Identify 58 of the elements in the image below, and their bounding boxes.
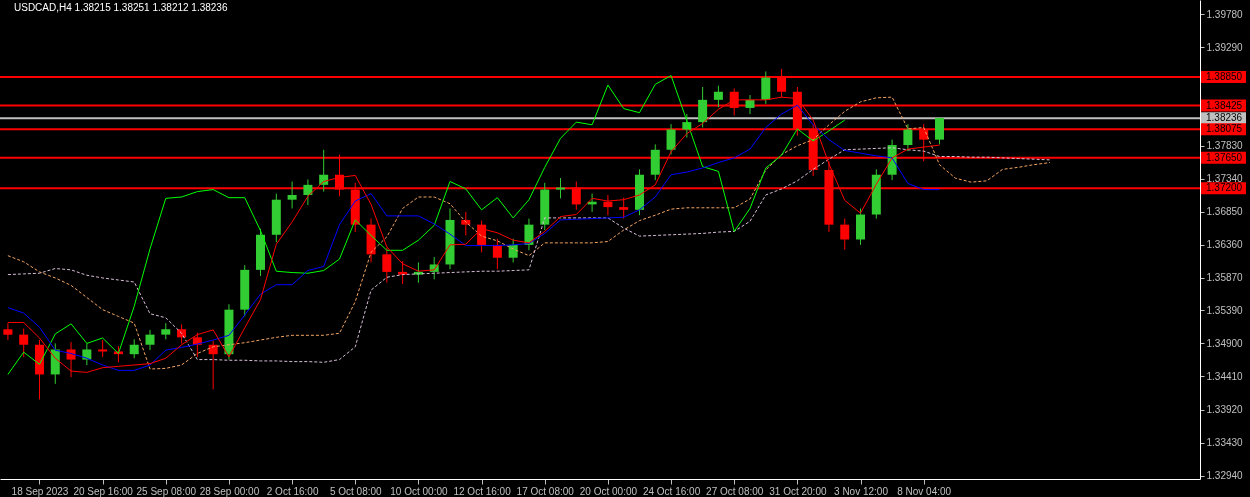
x-tick-label: 20 Sep 16:00 — [73, 485, 134, 497]
candlestick — [129, 338, 139, 359]
candlestick — [698, 86, 708, 129]
y-tick-label: 1.39290 — [1206, 41, 1244, 53]
y-tick-label: 1.35390 — [1206, 304, 1244, 316]
candlestick — [840, 218, 850, 251]
y-tick-label: 1.32940 — [1206, 470, 1244, 482]
ref-line-label: 1.38236 — [1206, 112, 1243, 124]
y-tick-label: 1.36360 — [1206, 239, 1244, 251]
ref-line-label: 1.38425 — [1206, 99, 1243, 111]
y-tick-label: 1.33920 — [1206, 404, 1244, 416]
x-tick-label: 25 Sep 08:00 — [136, 485, 197, 497]
candlestick — [19, 328, 29, 358]
line-series — [7, 75, 846, 375]
x-tick-label: 24 Oct 16:00 — [642, 485, 701, 497]
candlestick — [398, 260, 408, 285]
candlestick — [145, 329, 155, 351]
y-tick-label: 1.37340 — [1206, 173, 1244, 185]
candlestick — [745, 94, 755, 115]
candlestick — [934, 116, 944, 145]
candlestick — [382, 247, 392, 284]
candlestick — [508, 238, 518, 263]
x-tick-label: 17 Oct 08:00 — [516, 485, 575, 497]
ref-line-label: 1.38075 — [1206, 123, 1243, 135]
x-tick-label: 2 Oct 16:00 — [266, 485, 319, 497]
x-tick-label: 10 Oct 00:00 — [390, 485, 448, 497]
line-series — [7, 147, 1051, 363]
candlestick — [619, 197, 629, 220]
ref-line-label: 1.37200 — [1206, 182, 1243, 194]
y-tick-label: 1.34410 — [1206, 370, 1244, 382]
x-tick-label: 8 Nov 04:00 — [897, 485, 952, 497]
candlestick — [903, 123, 913, 152]
candlestick — [492, 238, 502, 270]
x-tick-label: 3 Nov 12:00 — [834, 485, 889, 497]
x-tick-label: 20 Oct 00:00 — [579, 485, 638, 497]
candlestick — [713, 85, 723, 108]
candlestick — [761, 71, 771, 105]
x-tick-label: 12 Oct 16:00 — [453, 485, 512, 497]
x-tick-label: 28 Sep 00:00 — [199, 485, 260, 497]
x-tick-label: 31 Oct 20:00 — [769, 485, 827, 497]
y-tick-label: 1.33430 — [1206, 437, 1244, 449]
candlestick — [603, 194, 613, 216]
candlestick — [303, 178, 313, 206]
y-tick-label: 1.39780 — [1206, 8, 1244, 20]
y-tick-label: 1.34900 — [1206, 337, 1244, 349]
candlestick — [666, 123, 676, 155]
y-tick-label: 1.36850 — [1206, 206, 1244, 218]
x-tick-label: 5 Oct 08:00 — [329, 485, 383, 497]
chart-title: USDCAD,H4 1.38215 1.38251 1.38212 1.38236 — [14, 2, 228, 13]
candlestick — [461, 211, 471, 236]
candlestick — [287, 180, 297, 209]
y-tick-label: 1.35870 — [1206, 272, 1244, 284]
x-tick-label: 18 Sep 2023 — [11, 485, 69, 497]
x-tick-label: 27 Oct 08:00 — [706, 485, 764, 497]
y-tick-label: 1.37830 — [1206, 140, 1244, 152]
ref-line-label: 1.37650 — [1206, 151, 1243, 163]
ref-line-label: 1.38850 — [1206, 70, 1243, 82]
candlestick — [556, 177, 566, 199]
